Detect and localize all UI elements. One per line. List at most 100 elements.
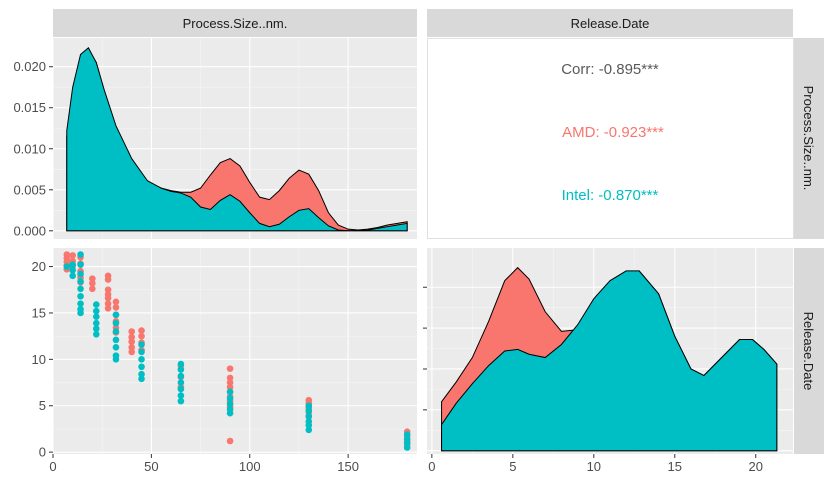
scatter-point-intel-36	[177, 385, 185, 393]
scatter-point-intel-48	[305, 421, 313, 429]
scatter-point-intel-20	[112, 319, 120, 327]
scatter-point-intel-0	[63, 263, 71, 270]
scatter-y-tick-label-2: 10	[32, 352, 46, 367]
scatter-point-intel-52	[403, 439, 411, 447]
corr-intel-label: Intel: -0.870***	[562, 187, 659, 204]
density-release-date-x-tick-label-2: 10	[587, 459, 601, 474]
scatter-point-intel-19	[112, 311, 120, 319]
density-release-date-x-tick-label-0: 0	[428, 459, 435, 474]
scatter-point-amd-41	[226, 365, 234, 372]
scatter-y-tick-label-4: 20	[32, 259, 46, 274]
scatter-point-amd-35	[138, 332, 145, 340]
right-strips: Process.Size..nm. Release.Date	[794, 38, 824, 454]
scatter-point-intel-14	[92, 307, 100, 315]
chart-marks	[63, 47, 778, 452]
scatter-point-intel-21	[112, 328, 120, 335]
scatter-point-amd-29	[128, 328, 135, 335]
scatter-point-amd-18	[104, 286, 112, 294]
scatter-point-amd-42	[226, 374, 234, 382]
strip-label-process-size-top: Process.Size..nm.	[183, 16, 288, 31]
scatter-point-amd-24	[112, 304, 120, 311]
scatter-point-intel-37	[177, 392, 185, 399]
scatter-y-tick-label-3: 15	[32, 305, 46, 320]
scatter-point-amd-5	[69, 252, 76, 259]
scatter-point-intel-10	[77, 300, 84, 307]
scatter-point-intel-13	[92, 301, 100, 308]
scatter-point-amd-32	[128, 343, 135, 351]
density-release-date-x-tick-label-1: 5	[509, 459, 516, 474]
strip-label-release-date-top: Release.Date	[571, 16, 650, 31]
scatter-point-amd-31	[128, 338, 135, 346]
scatter-point-intel-9	[77, 292, 84, 300]
strip-label-process-size-right: Process.Size..nm.	[801, 86, 816, 191]
panel-scatter	[53, 248, 417, 454]
scatter-point-intel-25	[112, 356, 120, 363]
scatter-point-intel-17	[92, 325, 100, 333]
scatter-point-intel-26	[138, 341, 145, 348]
scatter-point-intel-43	[226, 409, 234, 417]
scatter-y-tick-label-0: 0	[39, 445, 46, 460]
scatter-point-intel-8	[77, 285, 84, 293]
scatter-point-amd-15	[89, 285, 96, 293]
scatter-point-intel-2	[69, 266, 76, 274]
scatter-point-intel-35	[177, 379, 185, 386]
density-release-date-x-tick-label-4: 20	[749, 459, 763, 474]
scatter-point-intel-45	[305, 407, 313, 414]
scatter-y-tick-label-1: 5	[39, 398, 46, 413]
scatter-point-amd-20	[104, 294, 112, 302]
scatter-point-intel-16	[92, 319, 100, 327]
strip-right-bottom	[794, 248, 824, 454]
scatter-point-amd-23	[112, 298, 120, 306]
scatter-point-intel-44	[305, 402, 313, 410]
scatter-point-amd-33	[128, 348, 135, 356]
correlation-text: Corr: -0.895*** AMD: -0.923*** Intel: -0…	[561, 61, 664, 204]
scatter-point-amd-43	[226, 379, 234, 386]
scatter-point-intel-41	[226, 400, 234, 408]
scatter-point-amd-21	[104, 300, 112, 307]
scatter-point-amd-44	[226, 383, 234, 391]
strip-label-release-date-right: Release.Date	[801, 312, 816, 391]
density-process-size-y-tick-label-2: 0.010	[13, 141, 46, 156]
top-strips: Process.Size..nm. Release.Date	[53, 9, 793, 37]
scatter-point-amd-30	[128, 333, 135, 341]
scatter-point-intel-28	[138, 356, 145, 363]
scatter-point-intel-27	[138, 348, 145, 356]
density-release-date-area-intel	[441, 270, 778, 452]
scatter-point-intel-29	[138, 363, 145, 371]
scatter-point-intel-31	[138, 375, 145, 383]
strip-top-left	[53, 9, 417, 37]
density-process-size-y-tick-label-0: 0.000	[13, 223, 46, 238]
scatter-point-amd-34	[138, 327, 145, 334]
scatter-point-intel-46	[305, 412, 313, 420]
density-release-date-x-tick-label-3: 15	[668, 459, 682, 474]
scatter-point-intel-15	[92, 313, 100, 320]
panel-correlation	[427, 38, 794, 239]
scatter-x-tick-label-1: 50	[144, 459, 158, 474]
corr-overall-label: Corr: -0.895***	[561, 61, 659, 78]
strip-right-top	[794, 38, 824, 239]
scatter-point-intel-3	[69, 272, 76, 280]
scatter-point-intel-12	[77, 309, 84, 317]
scatter-point-intel-50	[403, 431, 411, 438]
scatter-point-intel-1	[69, 261, 76, 269]
scatter-x-tick-label-0: 0	[49, 459, 56, 474]
scatter-point-intel-18	[92, 331, 100, 338]
scatter-point-amd-50	[226, 437, 234, 445]
scatter-point-amd-22	[104, 305, 112, 312]
scatter-point-intel-4	[77, 251, 84, 258]
density-process-size-y-tick-label-4: 0.020	[13, 59, 46, 74]
scatter-point-intel-32	[177, 360, 185, 368]
scatter-point-intel-23	[112, 343, 120, 351]
scatter-point-intel-53	[403, 444, 411, 451]
scatter-point-amd-13	[89, 275, 96, 282]
density-process-size-y-tick-label-3: 0.015	[13, 100, 46, 115]
scatter-x-tick-label-3: 150	[337, 459, 359, 474]
scatter-point-intel-6	[77, 270, 84, 278]
scatter-point-intel-40	[226, 395, 234, 402]
scatter-point-intel-39	[226, 388, 234, 396]
scatter-x-tick-label-2: 100	[239, 459, 261, 474]
scatter-point-intel-34	[177, 372, 185, 380]
density-process-size-area-intel	[66, 47, 408, 232]
